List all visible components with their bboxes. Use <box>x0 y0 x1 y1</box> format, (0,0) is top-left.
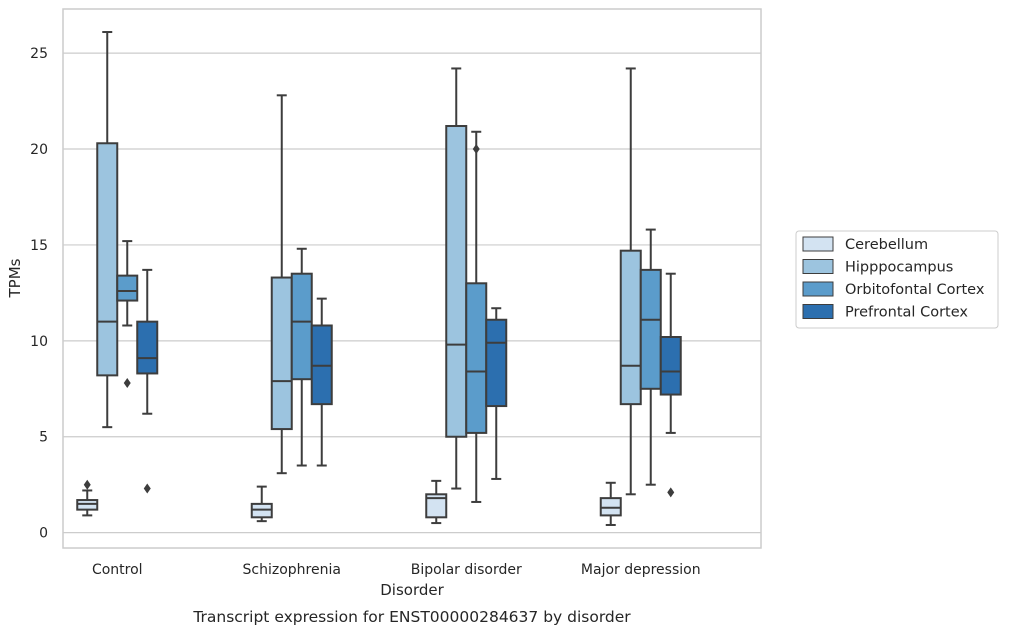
box-prefrontal-cortex <box>485 307 508 480</box>
outlier-point <box>143 483 151 494</box>
box-iqr <box>290 272 313 381</box>
x-tick-label: Control <box>92 562 143 578</box>
legend-label: Cerebellum <box>845 237 928 253</box>
box-iqr <box>639 268 662 390</box>
outlier-point <box>123 378 131 389</box>
box-hipppocampus <box>619 67 642 496</box>
legend-swatch <box>802 236 834 252</box>
legend-swatch <box>802 259 834 274</box>
x-axis-label: Disorder <box>380 581 444 599</box>
legend-swatch <box>802 281 834 297</box>
legend-label: Orbitofontal Cortex <box>845 282 985 298</box>
grid-lines <box>63 52 761 534</box>
y-tick-label: 5 <box>39 430 48 446</box>
box-iqr <box>136 320 159 375</box>
box-prefrontal-cortex <box>659 272 682 498</box>
box-cerebellum <box>250 485 273 523</box>
x-tick-label: Schizophrenia <box>243 562 341 578</box>
box-iqr <box>619 249 642 406</box>
box-prefrontal-cortex <box>310 297 333 467</box>
box-orbitofontal-cortex <box>290 247 313 467</box>
box-orbitofontal-cortex <box>116 240 139 389</box>
box-iqr <box>659 336 682 396</box>
box-cerebellum <box>425 479 448 525</box>
legend-items: Cerebellum Hipppocampus Orbitofontal Corte… <box>802 236 985 321</box>
y-tick-label: 10 <box>30 334 48 350</box>
outlier-point <box>83 479 91 490</box>
box-hipppocampus <box>270 94 293 475</box>
legend-swatch <box>802 304 834 319</box>
box-orbitofontal-cortex <box>639 228 662 486</box>
x-tick-label: Major depression <box>581 562 701 578</box>
legend: Cerebellum Hipppocampus Orbitofontal Corte… <box>795 230 999 329</box>
legend-label: Hipppocampus <box>845 260 953 276</box>
box-cerebellum <box>76 479 99 517</box>
y-tick-label: 20 <box>30 142 48 158</box>
box-iqr <box>116 274 139 302</box>
y-tick-label: 15 <box>30 238 48 254</box>
y-tick-label: 0 <box>39 526 48 542</box>
outlier-point <box>667 487 675 498</box>
box-iqr <box>485 318 508 408</box>
plot-area-frame <box>62 8 762 549</box>
x-axis-ticks: Control Schizophrenia Bipolar disorder Majo… <box>92 562 701 578</box>
box-cerebellum <box>599 481 622 526</box>
box-iqr <box>425 493 448 519</box>
legend-frame <box>795 230 999 329</box>
box-iqr <box>270 276 293 431</box>
x-tick-label: Bipolar disorder <box>411 562 522 578</box>
y-axis-ticks: 0 5 10 15 20 25 <box>30 46 48 542</box>
y-axis-label: TPMs <box>6 258 24 298</box>
box-iqr <box>445 125 468 438</box>
legend-label: Prefrontal Cortex <box>845 305 968 321</box>
box-groups <box>76 31 682 526</box>
chart-caption: Transcript expression for ENST0000028463… <box>192 608 631 626</box>
box-hipppocampus <box>445 67 468 490</box>
box-iqr <box>465 282 488 434</box>
box-orbitofontal-cortex <box>465 130 488 503</box>
box-hipppocampus <box>96 31 119 429</box>
outlier-point <box>472 144 480 155</box>
box-prefrontal-cortex <box>136 268 159 494</box>
y-tick-label: 25 <box>30 46 48 62</box>
box-iqr <box>96 142 119 377</box>
